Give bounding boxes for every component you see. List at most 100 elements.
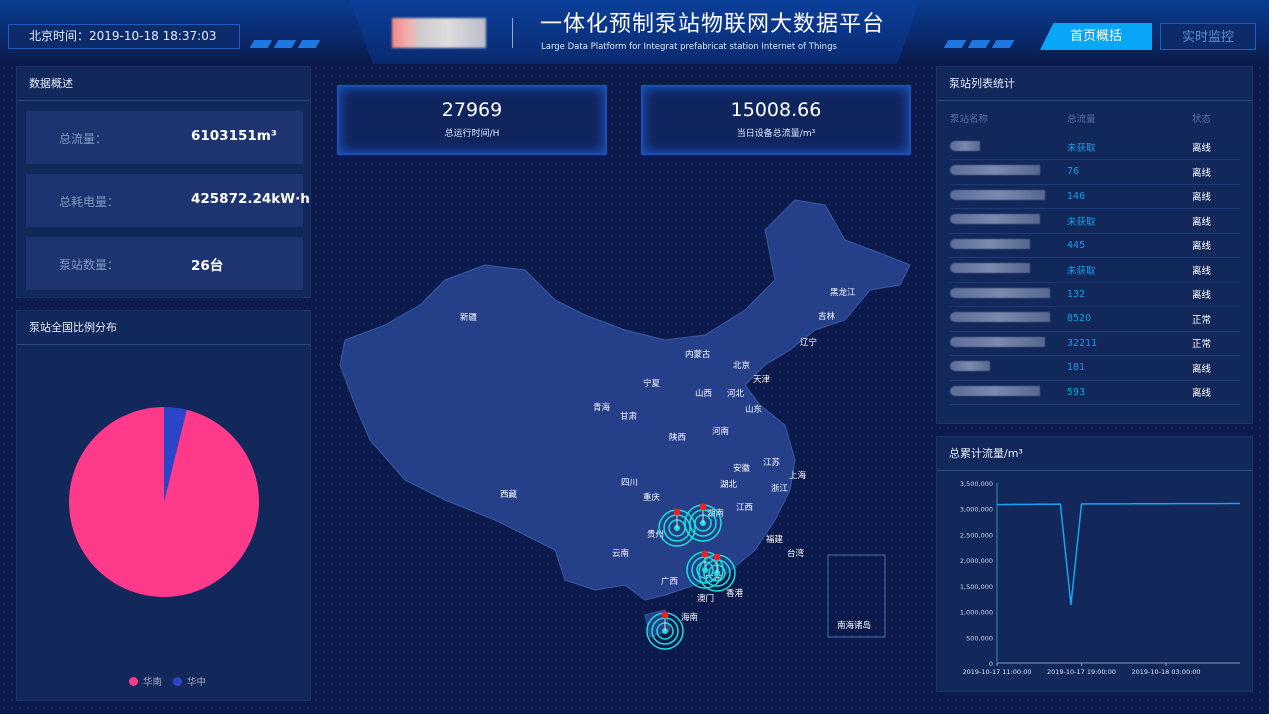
province-label[interactable]: 甘肃 [620, 411, 638, 422]
legend-label[interactable]: 华中 [187, 677, 207, 688]
province-label[interactable]: 海南 [681, 612, 698, 623]
pie-slice-华中[interactable] [164, 407, 187, 502]
station-name [950, 233, 1067, 258]
station-flow: 未获取 [1067, 208, 1192, 234]
province-label[interactable]: 山西 [695, 388, 712, 399]
map-pin-icon[interactable] [673, 508, 681, 516]
station-name [950, 208, 1067, 234]
province-label[interactable]: 安徽 [733, 463, 751, 474]
station-status: 离线 [1192, 159, 1240, 185]
station-flow: 593 [1067, 380, 1192, 405]
tab-realtime-monitor[interactable]: 实时监控 [1160, 23, 1256, 50]
province-label[interactable]: 河北 [727, 388, 745, 399]
stat-label: 总耗电量： [59, 195, 120, 209]
kpi-label: 当日设备总流量/m³ [736, 129, 816, 139]
province-label[interactable]: 湖北 [720, 480, 738, 490]
province-label[interactable]: 江苏 [763, 457, 781, 468]
province-label[interactable]: 黑龙江 [830, 287, 856, 298]
province-label[interactable]: 云南 [612, 548, 629, 559]
table-row[interactable]: 8520 正常 [950, 306, 1240, 332]
province-label[interactable]: 广东 [705, 573, 722, 584]
logo [392, 18, 486, 48]
station-name [950, 306, 1067, 332]
province-label[interactable]: 北京 [733, 360, 750, 371]
province-label[interactable]: 江西 [736, 503, 753, 513]
station-flow: 76 [1067, 159, 1192, 185]
table-row[interactable]: 181 离线 [950, 355, 1240, 381]
province-label[interactable]: 山东 [745, 404, 762, 415]
clock: 北京时间：2019-10-18 18:37:03 [8, 24, 240, 49]
x-tick-label: 2019-10-17 11:00:00 [962, 668, 1031, 676]
province-label[interactable]: 香港 [726, 588, 744, 599]
table-row[interactable]: 76 离线 [950, 159, 1240, 185]
station-list-panel: 泵站列表统计 泵站名称 总流量 状态 未获取 离线 76 离线 146 离线 未获取 离线 44… [936, 66, 1253, 424]
kpi-total-runtime: 27969 总运行时间/H [337, 85, 607, 155]
table-row[interactable]: 未获取 离线 [950, 135, 1240, 160]
province-label[interactable]: 天津 [753, 374, 771, 385]
province-label[interactable]: 广西 [661, 576, 678, 587]
x-tick-label: 2019-10-18 03:00:00 [1132, 668, 1201, 676]
province-label[interactable]: 宁夏 [643, 378, 661, 389]
kpi-label: 总运行时间/H [444, 129, 500, 139]
panel-title: 总累计流量/m³ [937, 437, 1252, 471]
column-header[interactable]: 总流量 [1067, 114, 1096, 125]
province-label[interactable]: 西藏 [500, 489, 518, 500]
station-status: 离线 [1192, 355, 1240, 381]
province-label[interactable]: 新疆 [460, 312, 478, 323]
map-pin-icon[interactable] [713, 553, 721, 561]
station-status: 离线 [1192, 233, 1240, 258]
province-label[interactable]: 贵州 [647, 529, 664, 540]
table-row[interactable]: 132 离线 [950, 282, 1240, 307]
province-label[interactable]: 吉林 [818, 311, 836, 322]
table-row[interactable]: 593 离线 [950, 380, 1240, 405]
province-label[interactable]: 浙江 [771, 483, 789, 494]
kpi-daily-flow: 15008.66 当日设备总流量/m³ [641, 85, 911, 155]
column-header[interactable]: 泵站名称 [950, 114, 989, 125]
decor-stripes [249, 40, 321, 48]
map-pin-icon[interactable] [701, 550, 709, 558]
y-tick-label: 0 [989, 660, 993, 668]
table-row[interactable]: 146 离线 [950, 184, 1240, 209]
province-label[interactable]: 青海 [593, 402, 611, 413]
pie-slice-华南[interactable] [68, 407, 259, 597]
province-label[interactable]: 辽宁 [800, 337, 817, 348]
stat-total-power: 总耗电量： 425872.24kW·h [26, 174, 310, 227]
table-row[interactable]: 未获取 离线 [950, 208, 1240, 234]
station-status: 离线 [1192, 208, 1240, 234]
province-label[interactable]: 湖南 [707, 508, 724, 519]
column-header[interactable]: 状态 [1192, 114, 1212, 125]
table-row[interactable]: 32211 正常 [950, 331, 1240, 356]
page-subtitle: Large Data Platform for Integrat prefabr… [541, 42, 837, 52]
station-status: 离线 [1192, 184, 1240, 209]
province-label[interactable]: 四川 [621, 478, 638, 488]
map-pin-icon[interactable] [699, 503, 707, 511]
station-flow: 未获取 [1067, 257, 1192, 283]
station-status: 正常 [1192, 306, 1240, 332]
y-tick-label: 500,000 [966, 634, 993, 642]
stat-value: 26台 [191, 258, 224, 274]
decor-stripes [943, 40, 1015, 48]
china-outline [339, 199, 911, 601]
panel-title: 泵站列表统计 [937, 67, 1252, 101]
tab-home-overview[interactable]: 首页概括 [1040, 23, 1152, 50]
series-line[interactable] [996, 502, 1241, 605]
kpi-value: 15008.66 [730, 99, 822, 121]
province-label[interactable]: 河南 [712, 426, 729, 437]
inset-label: 南海诸岛 [837, 620, 871, 631]
legend-label[interactable]: 华南 [142, 677, 162, 688]
province-label[interactable]: 福建 [766, 534, 784, 545]
province-label[interactable]: 陕西 [669, 432, 686, 443]
province-label[interactable]: 重庆 [643, 492, 661, 503]
station-flow: 32211 [1067, 331, 1192, 356]
station-name [950, 355, 1067, 381]
station-flow: 445 [1067, 233, 1192, 258]
table-row[interactable]: 未获取 离线 [950, 257, 1240, 283]
map-pin-icon[interactable] [661, 611, 669, 619]
province-label[interactable]: 台湾 [787, 548, 805, 559]
station-name [950, 282, 1067, 307]
province-label[interactable]: 澳门 [697, 593, 714, 604]
province-label[interactable]: 上海 [789, 470, 807, 481]
province-label[interactable]: 内蒙古 [685, 349, 711, 360]
table-row[interactable]: 445 离线 [950, 233, 1240, 258]
